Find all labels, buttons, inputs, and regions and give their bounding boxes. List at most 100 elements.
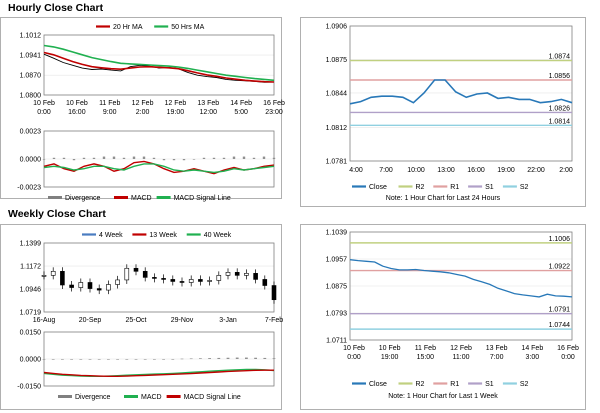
- weekly-price-candle-23: [253, 273, 258, 280]
- hourly-macd-divergence-bar-6: [102, 156, 106, 159]
- hourly-macd-divergence-bar-1: [52, 157, 56, 159]
- hourly-macd-divergence-bar-22: [262, 156, 266, 159]
- weekly-macd-y-tick-1: 0.0000: [20, 357, 42, 364]
- weekly-price-axis: [43, 242, 275, 313]
- weekly-1w-y-tick-3: 1.0793: [326, 311, 348, 318]
- hourly-24h-level-label-S2: 1.0814: [549, 118, 571, 125]
- weekly-price-candle-10: [133, 267, 139, 272]
- weekly-1w-x-date-0: 10 Feb: [343, 345, 365, 352]
- weekly-macd-divergence-bar-16: [189, 358, 193, 360]
- hourly-24h-level-label-R2: 1.0874: [549, 54, 571, 61]
- hourly-macd-divergence-bar-2: [62, 157, 66, 159]
- hourly-24h-x-2: 10:00: [407, 167, 425, 174]
- weekly-macd-legend-label-1: MACD: [141, 394, 162, 401]
- hourly-price-x-time-4: 19:00: [167, 109, 185, 116]
- weekly-macd-divergence-bar-10: [134, 359, 138, 360]
- weekly-1w-x-time-5: 3:00: [526, 354, 540, 361]
- weekly-1w-note: Note: 1 Hour Chart for Last 1 Week: [388, 393, 498, 400]
- hourly-price-y-tick-1: 1.0941: [20, 53, 42, 60]
- hourly-24h-legend-label-2: R1: [450, 184, 459, 191]
- hourly-price-x-date-2: 11 Feb: [99, 100, 120, 107]
- weekly-macd-divergence-bar-23: [254, 357, 257, 359]
- weekly-1w-x-time-3: 11:00: [453, 354, 470, 361]
- weekly-1w-x-date-3: 12 Feb: [450, 345, 472, 352]
- weekly-1w-x-time-1: 19:00: [381, 354, 399, 361]
- hourly-24h-axis: [349, 25, 573, 162]
- weekly-price-legend-label-1: 13 Week: [149, 232, 177, 239]
- hourly-price-x-date-6: 14 Feb: [230, 100, 252, 107]
- weekly-price-candle-9: [124, 267, 130, 281]
- hourly-macd-divergence-bar-4: [82, 157, 86, 159]
- weekly-price-candle-7: [106, 284, 111, 291]
- hourly-24h-legend-label-1: R2: [416, 184, 425, 191]
- weekly-price-candle-16: [188, 279, 194, 283]
- hourly-price-x-time-3: 2:00: [136, 109, 150, 116]
- weekly-price-x-1: 20-Sep: [79, 317, 102, 324]
- weekly-price-y-tick-1: 1.1172: [20, 264, 41, 271]
- weekly-1w-y-tick-4: 1.0711: [326, 338, 347, 345]
- hourly-price-legend-label-1: 50 Hrs MA: [171, 24, 204, 31]
- weekly-price-y-tick-2: 1.0946: [20, 286, 42, 293]
- weekly-price-y-tick-0: 1.1399: [20, 241, 42, 248]
- hourly-24h-legend-label-3: S1: [485, 184, 494, 191]
- weekly-macd-divergence-bar-6: [97, 359, 101, 360]
- weekly-section-title: Weekly Close Chart: [8, 208, 106, 220]
- hourly-price-legend-label-0: 20 Hr MA: [113, 24, 143, 31]
- weekly-price-candle-13: [161, 278, 166, 280]
- hourly-24h-y-tick-0: 1.0906: [326, 24, 348, 31]
- hourly-macd-divergence-bar-11: [152, 157, 156, 159]
- hourly-macd-legend-label-1: MACD: [131, 195, 152, 202]
- hourly-24h-y-tick-4: 1.0781: [326, 159, 348, 166]
- weekly-1w-y-tick-0: 1.1039: [326, 230, 348, 237]
- hourly-macd-divergence-bar-16: [202, 157, 206, 159]
- hourly-section-title: Hourly Close Chart: [8, 2, 104, 14]
- hourly-24h-x-5: 19:00: [497, 167, 515, 174]
- hourly-24h-x-0: 4:00: [349, 167, 363, 174]
- hourly-24h-y-tick-3: 1.0812: [326, 125, 348, 132]
- hourly-price-y-tick-2: 1.0870: [20, 73, 42, 80]
- hourly-24h-legend-label-0: Close: [369, 184, 387, 191]
- weekly-price-candle-19: [216, 275, 222, 281]
- weekly-1w-x-date-4: 13 Feb: [486, 345, 508, 352]
- hourly-macd-divergence-bar-10: [142, 156, 146, 159]
- weekly-macd-y-tick-0: 0.0150: [20, 330, 42, 337]
- weekly-price-candle-18: [207, 280, 212, 282]
- hourly-24h-y-tick-1: 1.0875: [326, 57, 348, 64]
- weekly-1w-level-label-S2: 1.0744: [549, 322, 571, 329]
- weekly-macd-divergence-bar-1: [51, 359, 55, 360]
- weekly-macd-divergence-bar-18: [208, 358, 211, 359]
- hourly-macd-signal-line: [43, 163, 275, 174]
- weekly-price-candle-5: [87, 282, 93, 289]
- weekly-right-panel: [300, 224, 586, 410]
- hourly-price-line-1: [43, 51, 275, 83]
- hourly-macd-divergence-bar-14: [182, 159, 186, 161]
- weekly-1w-x-time-2: 15:00: [417, 354, 435, 361]
- weekly-macd-divergence-bar-12: [153, 359, 156, 360]
- weekly-1w-x-date-2: 11 Feb: [415, 345, 436, 352]
- weekly-price-candle-15: [179, 281, 185, 283]
- weekly-price-candle-4: [78, 282, 84, 288]
- hourly-24h-x-7: 2:00: [559, 167, 573, 174]
- hourly-price-axis: [43, 34, 275, 96]
- weekly-macd-divergence-bar-24: [263, 357, 267, 359]
- hourly-price-x-time-1: 16:00: [68, 109, 86, 116]
- weekly-macd-divergence-bar-8: [116, 359, 119, 360]
- weekly-1w-x-date-6: 16 Feb: [557, 345, 579, 352]
- weekly-macd-legend-label-2: MACD Signal Line: [184, 394, 241, 401]
- hourly-price-x-time-6: 5:00: [234, 109, 248, 116]
- hourly-24h-x-6: 22:00: [527, 167, 545, 174]
- hourly-price-x-date-4: 12 Feb: [165, 100, 187, 107]
- weekly-1w-level-label-R2: 1.1006: [549, 236, 571, 243]
- hourly-price-x-time-0: 0:00: [37, 109, 51, 116]
- weekly-left-panel: [0, 224, 282, 410]
- hourly-macd-divergence-bar-19: [232, 156, 236, 159]
- weekly-price-x-5: 7-Feb: [265, 317, 283, 324]
- weekly-price-legend-label-2: 40 Week: [204, 232, 232, 239]
- hourly-macd-divergence-bar-8: [122, 157, 126, 159]
- hourly-macd-divergence-bar-12: [162, 159, 166, 161]
- hourly-macd-divergence-bar-21: [252, 157, 256, 159]
- weekly-1w-y-tick-1: 1.0957: [326, 257, 348, 264]
- hourly-24h-y-tick-2: 1.0844: [326, 90, 348, 97]
- hourly-24h-x-3: 13:00: [437, 167, 455, 174]
- hourly-price-x-date-1: 10 Feb: [66, 100, 88, 107]
